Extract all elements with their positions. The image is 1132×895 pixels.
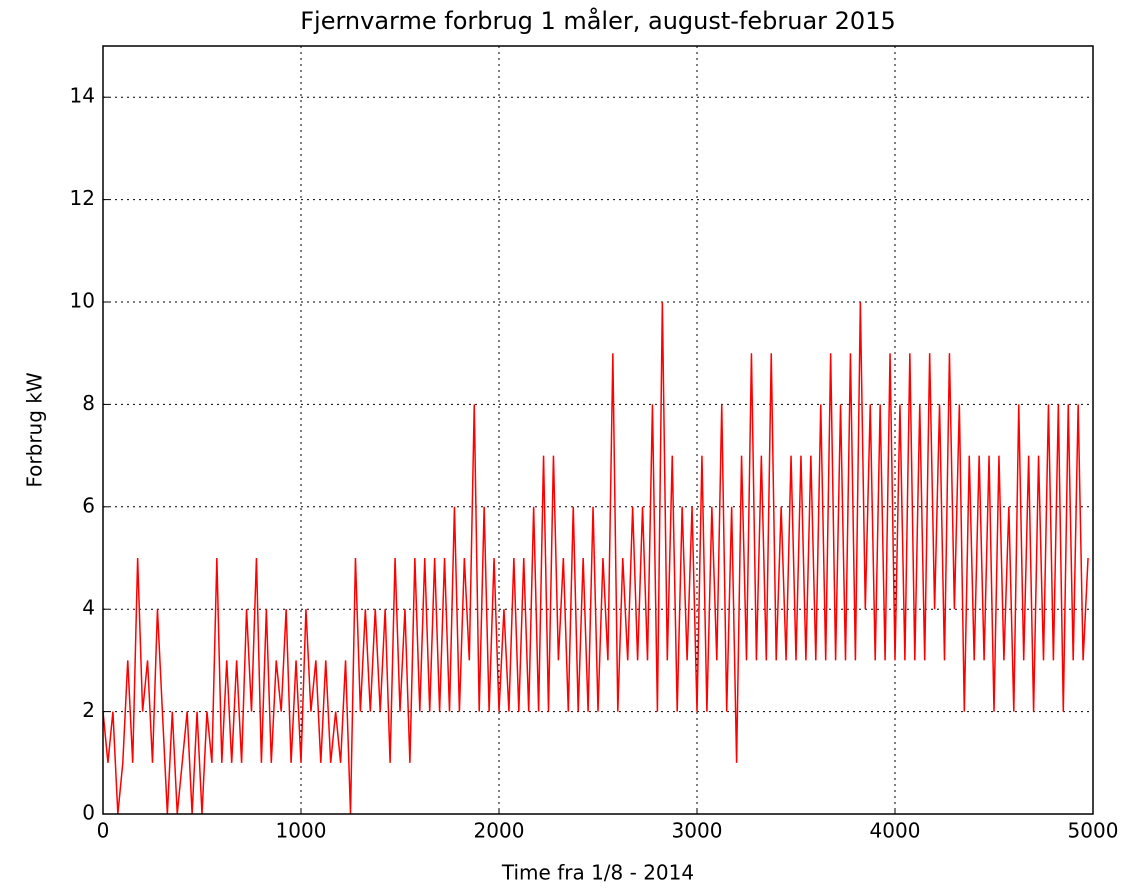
y-tick-label: 8 bbox=[82, 391, 95, 415]
chart-title: Fjernvarme forbrug 1 måler, august-febru… bbox=[300, 6, 896, 35]
y-tick-label: 2 bbox=[82, 698, 95, 722]
x-tick-label: 0 bbox=[97, 819, 110, 843]
y-tick-label: 0 bbox=[82, 801, 95, 825]
x-tick-label: 4000 bbox=[870, 819, 921, 843]
x-tick-label: 3000 bbox=[672, 819, 723, 843]
y-tick-label: 12 bbox=[70, 186, 95, 210]
y-tick-label: 6 bbox=[82, 493, 95, 517]
y-axis-label: Forbrug kW bbox=[23, 372, 47, 487]
x-tick-label: 5000 bbox=[1068, 819, 1119, 843]
x-tick-label: 2000 bbox=[474, 819, 525, 843]
y-tick-label: 14 bbox=[70, 84, 95, 108]
plot-frame bbox=[102, 45, 1094, 815]
y-tick-label: 10 bbox=[70, 289, 95, 313]
x-axis-label: Time fra 1/8 - 2014 bbox=[501, 861, 694, 885]
line-series bbox=[102, 301, 1089, 815]
x-tick-label: 1000 bbox=[276, 819, 327, 843]
y-tick-label: 4 bbox=[82, 596, 95, 620]
plot-area bbox=[102, 46, 1094, 815]
